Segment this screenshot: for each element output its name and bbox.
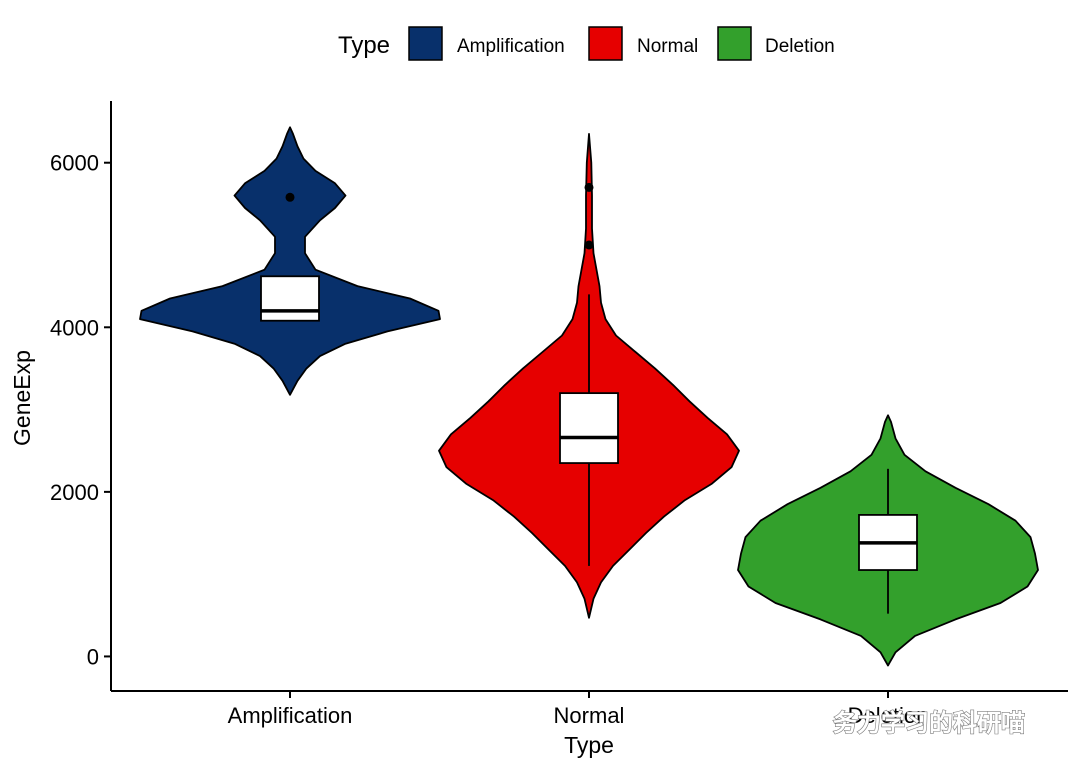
legend-key-amplification xyxy=(408,26,443,61)
legend-label-amplification: Amplification xyxy=(457,36,565,57)
outlier-amplification-0 xyxy=(285,192,295,202)
y-tick-label-4000: 4000 xyxy=(50,315,99,340)
x-axis-title: Type xyxy=(564,732,614,758)
y-tick-label-6000: 6000 xyxy=(50,151,99,176)
y-tick-label-0: 0 xyxy=(87,644,99,669)
x-tick-label-amplification: Amplification xyxy=(228,703,353,728)
x-tick-label-normal: Normal xyxy=(554,703,625,728)
legend-label-normal: Normal xyxy=(637,36,698,57)
legend-key-normal xyxy=(588,26,623,61)
outlier-normal-0 xyxy=(584,182,594,192)
y-tick-label-2000: 2000 xyxy=(50,480,99,505)
box-amplification xyxy=(260,275,320,322)
violin-amplification xyxy=(139,126,441,396)
legend-key-deletion xyxy=(717,26,752,61)
legend-label-deletion: Deletion xyxy=(765,36,835,57)
x-tick-label-deletion: Deletion xyxy=(848,703,929,728)
watermark-text: 务力学习的科研喵 xyxy=(833,709,1025,737)
plot-area xyxy=(139,126,1039,667)
outlier-normal-1 xyxy=(584,240,594,250)
box-normal xyxy=(559,392,619,464)
axes: 0 2000 4000 6000 Amplification Normal Deletion xyxy=(50,101,1068,728)
legend: Type Amplification Normal Deletion xyxy=(338,26,835,61)
legend-title: Type xyxy=(338,32,390,59)
y-axis-title: GeneExp xyxy=(9,350,35,446)
